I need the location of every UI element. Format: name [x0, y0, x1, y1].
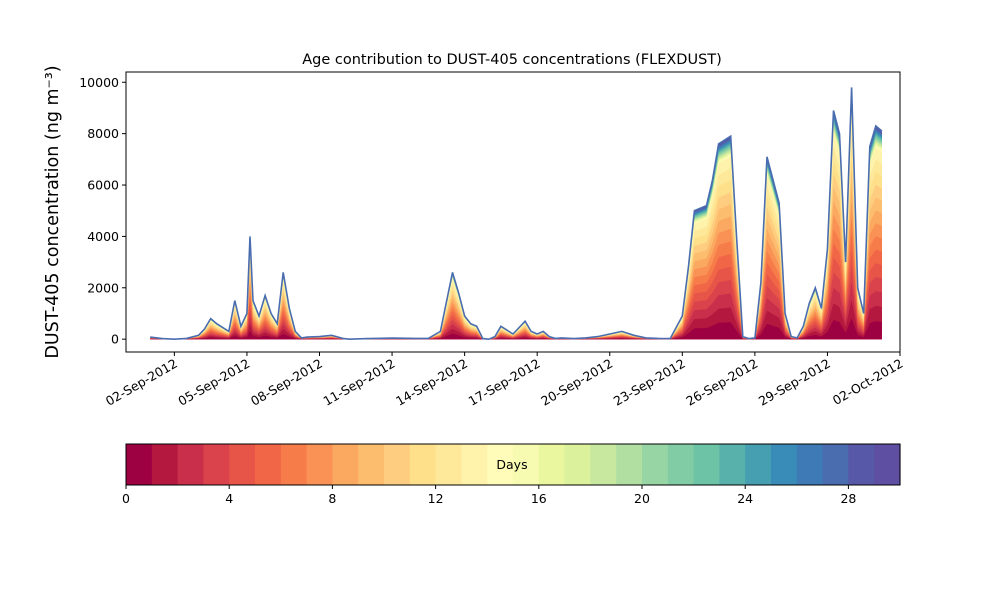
colorbar-segment-1: [151, 444, 179, 485]
y-tick-label-10000: 10000: [79, 75, 119, 90]
colorbar-segment-3: [203, 444, 230, 485]
y-tick-label-4000: 4000: [87, 229, 119, 244]
colorbar-tick-label-8: 8: [328, 491, 336, 506]
colorbar-segment-28: [848, 444, 875, 485]
colorbar-segment-6: [280, 444, 308, 485]
colorbar-tick-label-4: 4: [225, 491, 233, 506]
colorbar-segment-27: [822, 444, 849, 485]
y-tick-label-2000: 2000: [87, 280, 119, 295]
y-tick-label-8000: 8000: [87, 126, 119, 141]
colorbar-segment-20: [642, 444, 669, 485]
colorbar-label: Days: [496, 457, 527, 472]
y-axis: 0 2000 4000 6000 8000 10000: [79, 75, 126, 347]
colorbar-segment-21: [667, 444, 695, 485]
colorbar-segment-14: [487, 444, 514, 485]
colorbar-segment-17: [564, 444, 591, 485]
age-layer-day-0: [150, 318, 882, 340]
colorbar-segment-5: [255, 444, 282, 485]
colorbar-segment-9: [358, 444, 385, 485]
colorbar-segment-2: [177, 444, 204, 485]
colorbar-tick-label-0: 0: [122, 491, 130, 506]
colorbar-segment-0: [126, 444, 153, 485]
colorbar-segment-11: [409, 444, 437, 485]
colorbar-segment-13: [461, 444, 488, 485]
colorbar-segment-25: [771, 444, 798, 485]
plot-frame: [125, 71, 901, 353]
colorbar-segment-24: [745, 444, 772, 485]
colorbar-tick-label-12: 12: [428, 491, 444, 506]
total-concentration-line: [150, 87, 883, 341]
colorbar-segment-8: [332, 444, 359, 485]
colorbar-segment-29: [874, 444, 901, 485]
colorbar-tick-label-24: 24: [737, 491, 753, 506]
colorbar-segment-7: [306, 444, 333, 485]
colorbar-segment-22: [693, 444, 720, 485]
chart-title: Age contribution to DUST-405 concentrati…: [302, 52, 722, 68]
y-tick-label-6000: 6000: [87, 178, 119, 193]
colorbar-frame: [125, 443, 901, 486]
colorbar-tick-label-16: 16: [531, 491, 547, 506]
colorbar-segment-15: [513, 444, 540, 485]
age-colorbar: 0 4 8 12 16 20 24 28: [122, 443, 901, 506]
colorbar-segment-18: [590, 444, 617, 485]
colorbar-segment-26: [796, 444, 824, 485]
colorbar-segment-23: [719, 444, 746, 485]
colorbar-segment-12: [435, 444, 462, 485]
stacked-age-areas: [150, 87, 883, 341]
colorbar-segment-19: [616, 444, 643, 485]
y-tick-label-0: 0: [111, 332, 119, 347]
colorbar-segment-4: [229, 444, 256, 485]
colorbar-segment-10: [384, 444, 411, 485]
y-axis-label: DUST-405 concentration (ng m⁻³): [43, 65, 63, 358]
colorbar-tick-label-28: 28: [840, 491, 856, 506]
colorbar-tick-label-20: 20: [634, 491, 650, 506]
colorbar-segment-16: [538, 444, 566, 485]
